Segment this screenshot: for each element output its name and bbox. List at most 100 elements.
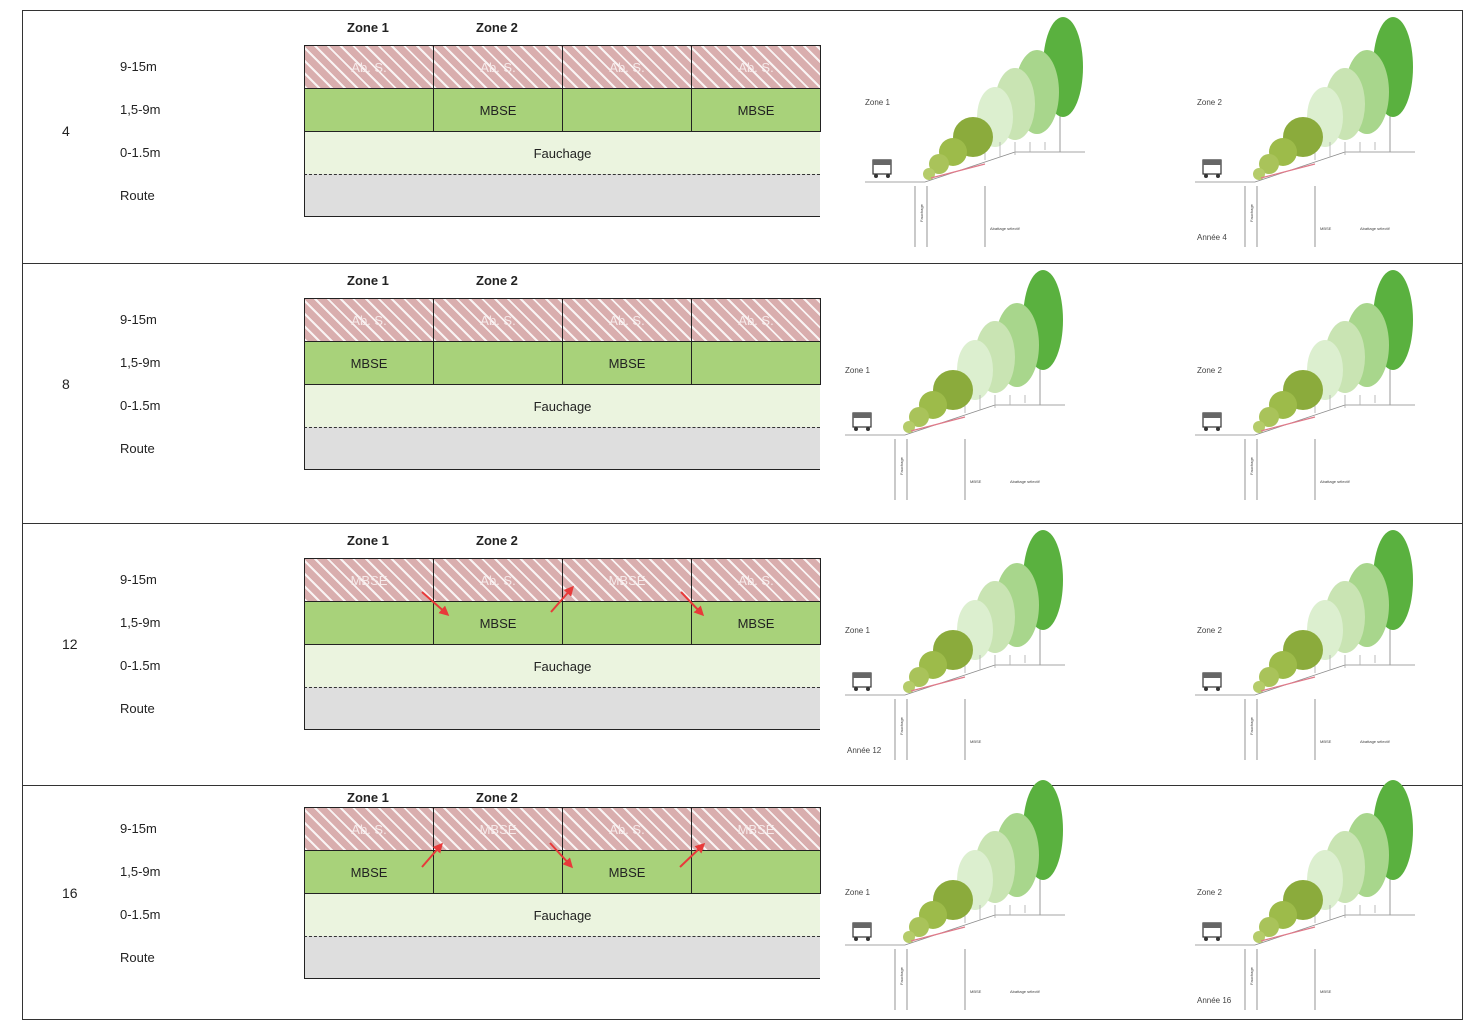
shrub bbox=[903, 681, 915, 693]
profile-zone1: Zone 1 Fauchage MBSE Abattage sélectif bbox=[845, 270, 1065, 500]
cell-9-15m: Ab. S. bbox=[304, 807, 434, 851]
rotation-arrows bbox=[421, 842, 706, 869]
band-label-b4: Route bbox=[120, 441, 155, 456]
row-separator bbox=[22, 523, 1463, 524]
year-label: 12 bbox=[62, 636, 78, 652]
shrub bbox=[903, 421, 915, 433]
cell-1-5-9m bbox=[691, 850, 821, 894]
cell-1-5-9m bbox=[304, 601, 434, 645]
profile-zone1: Zone 1 Fauchage MBSE Abattage sélectif bbox=[845, 780, 1065, 1010]
cell-9-15m: MBSE bbox=[562, 558, 692, 602]
shrub bbox=[1259, 917, 1279, 937]
route-band bbox=[304, 936, 820, 979]
maintenance-line bbox=[930, 163, 986, 179]
fauchage-band: Fauchage bbox=[304, 385, 820, 427]
truck-icon bbox=[1216, 427, 1220, 431]
shrub bbox=[909, 917, 929, 937]
cell-9-15m: Ab. S. bbox=[304, 298, 434, 342]
profile-zone-label: Fauchage bbox=[1249, 966, 1254, 985]
profile-title: Zone 2 bbox=[1197, 366, 1222, 375]
truck-icon bbox=[854, 937, 858, 941]
zone-2-header: Zone 2 bbox=[476, 790, 518, 805]
ground-line bbox=[1195, 664, 1415, 696]
maintenance-line bbox=[1260, 676, 1316, 692]
truck-icon bbox=[854, 427, 858, 431]
cell-9-15m: Ab. S. bbox=[433, 45, 563, 89]
profile-zone2: Zone 2 Fauchage MBSE Abattage sélectif bbox=[1195, 530, 1415, 760]
profile-zone-label: MBSE bbox=[1320, 226, 1332, 231]
profile-zone-label: Fauchage bbox=[899, 456, 904, 475]
cell-9-15m: Ab. S. bbox=[691, 45, 821, 89]
cell-1-5-9m bbox=[562, 601, 692, 645]
truck-icon bbox=[1203, 923, 1221, 928]
band-label-b3: 0-1.5m bbox=[120, 398, 161, 413]
profile-zone-label: Abattage sélectif bbox=[1010, 479, 1040, 484]
band-label-b2: 1,5-9m bbox=[120, 864, 161, 879]
band-label-b2: 1,5-9m bbox=[120, 102, 161, 117]
maintenance-line bbox=[1260, 416, 1316, 432]
profile-title: Zone 1 bbox=[845, 888, 870, 897]
cell-1-5-9m bbox=[433, 850, 563, 894]
maintenance-line bbox=[1260, 163, 1316, 179]
truck-icon bbox=[853, 673, 871, 678]
profile-zone-label: MBSE bbox=[970, 739, 982, 744]
fauchage-band: Fauchage bbox=[304, 645, 820, 687]
profile-year-label: Année 16 bbox=[1197, 996, 1232, 1005]
cell-9-15m: Ab. S. bbox=[691, 558, 821, 602]
zone-2-header: Zone 2 bbox=[476, 273, 518, 288]
maintenance-line bbox=[1260, 926, 1316, 942]
truck-icon bbox=[866, 937, 870, 941]
shrub bbox=[1259, 667, 1279, 687]
profile-zone-label: MBSE bbox=[970, 989, 982, 994]
arrow bbox=[421, 591, 450, 616]
truck-icon bbox=[866, 427, 870, 431]
ground-line bbox=[845, 664, 1065, 696]
year-label: 8 bbox=[62, 376, 70, 392]
profile-zone2: Zone 2 Fauchage Abattage sélectif bbox=[1195, 270, 1415, 500]
shrub bbox=[1259, 407, 1279, 427]
band-label-b1: 9-15m bbox=[120, 59, 157, 74]
shrub bbox=[1253, 931, 1265, 943]
band-label-b1: 9-15m bbox=[120, 821, 157, 836]
route-band bbox=[304, 174, 820, 217]
cell-1-5-9m: MBSE bbox=[562, 850, 692, 894]
ground-line bbox=[1195, 914, 1415, 946]
shrub bbox=[1259, 154, 1279, 174]
zone-1-header: Zone 1 bbox=[347, 790, 389, 805]
truck-icon bbox=[854, 687, 858, 691]
band-label-b4: Route bbox=[120, 950, 155, 965]
truck-icon bbox=[1203, 160, 1221, 165]
truck-icon bbox=[866, 687, 870, 691]
truck-icon bbox=[1216, 937, 1220, 941]
ground-line bbox=[865, 151, 1085, 183]
truck-icon bbox=[1203, 673, 1221, 678]
shrub bbox=[903, 931, 915, 943]
profile-zone-label: Fauchage bbox=[899, 966, 904, 985]
truck-icon bbox=[1204, 937, 1208, 941]
cell-1-5-9m bbox=[304, 88, 434, 132]
shrub bbox=[923, 168, 935, 180]
fauchage-band: Fauchage bbox=[304, 132, 820, 174]
cell-1-5-9m: MBSE bbox=[433, 88, 563, 132]
profile-zone-label: Fauchage bbox=[1249, 716, 1254, 735]
truck-icon bbox=[1216, 174, 1220, 178]
cell-1-5-9m: MBSE bbox=[691, 601, 821, 645]
route-band bbox=[304, 427, 820, 470]
cell-1-5-9m bbox=[691, 341, 821, 385]
profile-zone-label: Abattage sélectif bbox=[1010, 989, 1040, 994]
band-label-b4: Route bbox=[120, 188, 155, 203]
year-label: 4 bbox=[62, 123, 70, 139]
truck-icon bbox=[1204, 687, 1208, 691]
arrow bbox=[550, 585, 574, 613]
maintenance-line bbox=[910, 926, 966, 942]
band-label-b4: Route bbox=[120, 701, 155, 716]
maintenance-line bbox=[910, 416, 966, 432]
profile-zone-label: Fauchage bbox=[899, 716, 904, 735]
cell-1-5-9m: MBSE bbox=[691, 88, 821, 132]
ground-line bbox=[845, 914, 1065, 946]
profile-title: Zone 1 bbox=[865, 98, 890, 107]
profile-zone-label: MBSE bbox=[970, 479, 982, 484]
profile-title: Zone 2 bbox=[1197, 626, 1222, 635]
row-separator bbox=[22, 785, 1463, 786]
profile-zone-label: MBSE bbox=[1320, 989, 1332, 994]
